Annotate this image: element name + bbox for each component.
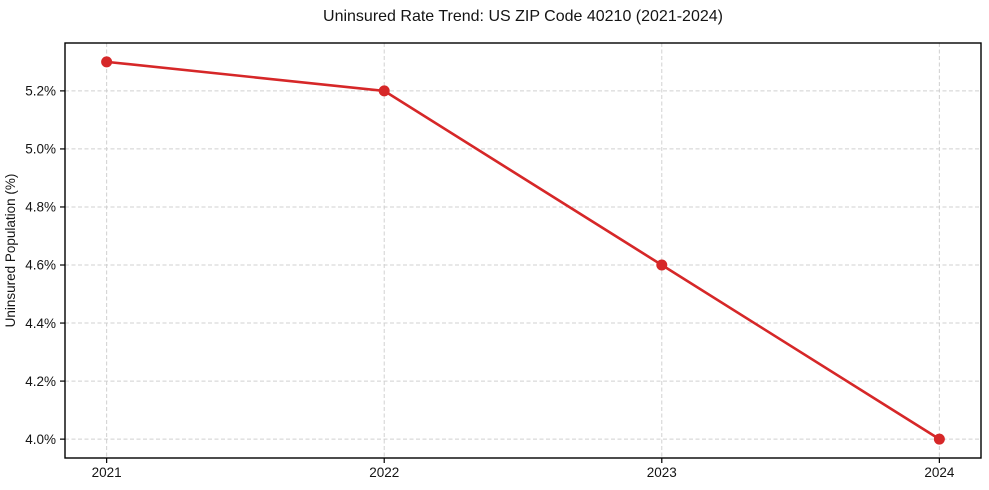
plot-border — [64, 42, 982, 459]
plot-area: 2021 2022 2023 2024 4.0% 4.2% 4.4% 4.6% 4.8% 5.0%… — [25, 42, 982, 480]
x-tick-label: 2024 — [924, 465, 955, 480]
chart-title: Uninsured Rate Trend: US ZIP Code 40210 … — [323, 8, 723, 25]
x-tick-label: 2021 — [92, 465, 122, 480]
y-tick-label: 4.2% — [25, 374, 56, 389]
data-point — [101, 56, 113, 68]
data-point — [933, 433, 945, 445]
y-tick-label: 4.6% — [25, 258, 56, 273]
x-tick-label: 2023 — [647, 465, 677, 480]
y-tick-label: 4.8% — [25, 200, 56, 215]
trend-line — [105, 60, 941, 441]
y-tick-label: 4.0% — [25, 432, 56, 447]
y-tick-label: 5.2% — [25, 84, 56, 99]
x-tick-label: 2022 — [369, 465, 399, 480]
y-axis-label: Uninsured Population (%) — [3, 174, 18, 328]
data-point — [378, 85, 390, 97]
y-tick-label: 5.0% — [25, 142, 56, 157]
data-point — [656, 259, 668, 271]
y-tick-label: 4.4% — [25, 316, 56, 331]
